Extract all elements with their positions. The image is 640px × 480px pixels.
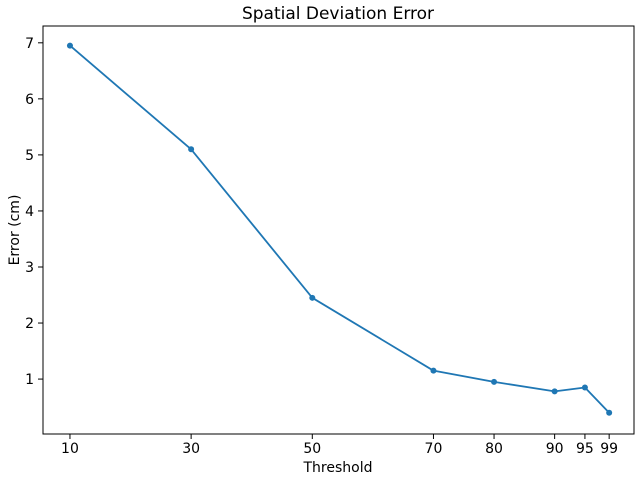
x-axis-label: Threshold xyxy=(303,460,373,476)
y-axis-ticks: 1 2 3 4 5 6 7 xyxy=(25,36,43,388)
data-point-marker xyxy=(309,294,316,301)
y-axis-label: Error (cm) xyxy=(7,195,23,266)
y-tick-label: 6 xyxy=(25,92,34,108)
data-point-marker xyxy=(606,409,613,416)
data-point-marker xyxy=(551,388,558,395)
x-tick-label: 99 xyxy=(600,441,618,457)
series-line xyxy=(69,44,611,414)
y-tick-label: 5 xyxy=(25,148,34,164)
y-tick-label: 2 xyxy=(25,316,34,332)
x-tick-label: 30 xyxy=(182,441,200,457)
y-tick-label: 3 xyxy=(25,260,34,276)
x-tick-label: 80 xyxy=(485,441,503,457)
x-tick-label: 90 xyxy=(546,441,564,457)
y-tick-label: 1 xyxy=(25,372,34,388)
x-tick-label: 70 xyxy=(425,441,443,457)
data-point-marker xyxy=(581,384,588,391)
y-tick-label: 4 xyxy=(25,204,34,220)
x-tick-label: 95 xyxy=(576,441,594,457)
x-tick-label: 50 xyxy=(303,441,321,457)
x-tick-label: 10 xyxy=(61,441,79,457)
x-axis-ticks: 10 30 50 70 80 90 95 99 xyxy=(61,434,618,457)
data-series xyxy=(66,42,613,416)
plot-area-border xyxy=(42,25,635,435)
chart-title: Spatial Deviation Error xyxy=(242,4,434,24)
data-point-marker xyxy=(66,42,73,49)
data-point-marker xyxy=(491,378,498,385)
data-point-marker xyxy=(188,146,195,153)
y-tick-label: 7 xyxy=(25,36,34,52)
data-point-marker xyxy=(430,367,437,374)
